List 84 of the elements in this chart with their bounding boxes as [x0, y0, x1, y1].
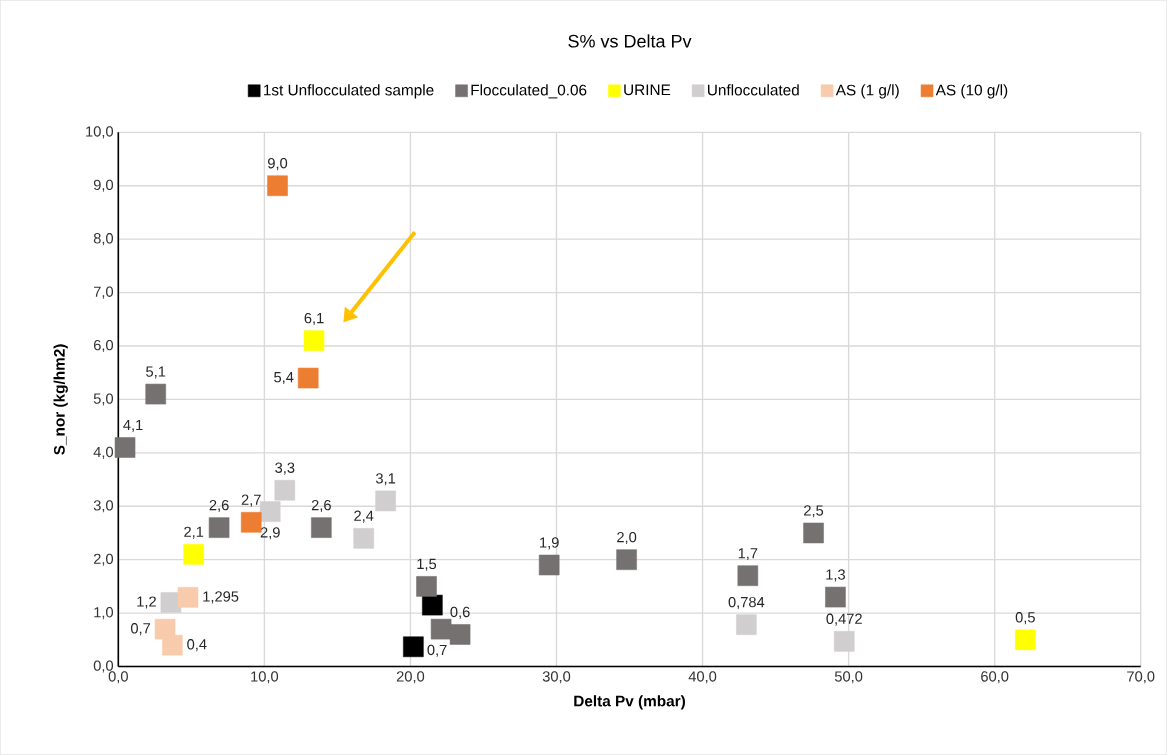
y-tick-label: 6,0: [93, 340, 114, 353]
data-label: 1,3: [826, 569, 846, 582]
y-axis-title: S_nor (kg/hm2): [53, 344, 68, 455]
y-tick-label: 10,0: [86, 126, 114, 139]
x-tick-label: 40,0: [688, 671, 717, 684]
point: [449, 624, 471, 645]
legend-label: 1st Unflocculated sample: [264, 84, 434, 99]
point: [833, 631, 855, 652]
y-tick-label: 7,0: [93, 286, 114, 299]
x-tick-label: 10,0: [251, 671, 279, 684]
x-tick-label: 50,0: [834, 671, 863, 684]
point: [297, 367, 319, 389]
x-axis-title: Delta Pv (mbar): [574, 695, 685, 710]
data-label: 9,0: [268, 158, 288, 171]
data-label: 2,6: [311, 500, 331, 513]
point: [736, 614, 757, 635]
y-tick-label: 8,0: [93, 233, 114, 246]
point: [422, 594, 443, 616]
data-label: 0,7: [427, 644, 447, 657]
data-label: 2,5: [804, 505, 824, 518]
point: [114, 437, 136, 458]
data-label: 2,4: [354, 510, 374, 523]
point: [616, 549, 637, 571]
point: [403, 636, 424, 658]
x-tick-label: 30,0: [542, 671, 571, 684]
legend-label: Flocculated_0.06: [471, 84, 587, 99]
point: [145, 383, 166, 405]
data-label: 2,7: [241, 494, 261, 507]
data-label: 3,1: [375, 473, 396, 486]
point: [311, 517, 332, 538]
data-label: 0,6: [450, 606, 470, 619]
x-tick-label: 20,0: [396, 671, 425, 684]
data-label: 5,1: [146, 366, 166, 379]
point: [162, 634, 183, 656]
data-label: 0,472: [826, 613, 862, 626]
y-tick-label: 1,0: [94, 607, 114, 620]
point: [375, 490, 396, 512]
data-label: 2,9: [260, 527, 280, 540]
data-label: 0,7: [130, 623, 151, 636]
point: [1015, 629, 1036, 651]
x-tick-label: 60,0: [981, 671, 1009, 684]
x-tick-label: 70,0: [1127, 671, 1155, 684]
data-label: 2,0: [617, 532, 637, 545]
data-label: 1,295: [203, 591, 239, 604]
data-label: 5,4: [274, 372, 294, 385]
y-tick-label: 3,0: [93, 500, 114, 513]
point: [274, 480, 296, 501]
data-label: 0,784: [728, 597, 765, 610]
point: [267, 175, 288, 197]
y-tick-label: 0,0: [93, 660, 114, 673]
point: [177, 587, 199, 608]
point: [353, 528, 374, 549]
point: [416, 576, 437, 597]
data-label: 2,1: [184, 526, 204, 539]
data-label: 1,9: [540, 537, 559, 550]
point: [430, 618, 452, 640]
data-label: 6,1: [304, 313, 324, 326]
y-tick-label: 4,0: [93, 446, 114, 459]
data-label: 0,5: [1015, 612, 1035, 625]
y-tick-label: 9,0: [93, 179, 114, 192]
data-label: 1,2: [137, 596, 156, 609]
x-tick-label: 0,0: [108, 671, 128, 684]
legend-label: Unflocculated: [708, 84, 799, 96]
legend-label: AS (1 g/l): [835, 84, 899, 99]
legend-label: URINE: [624, 84, 671, 96]
point: [240, 512, 262, 533]
data-label: 0,4: [187, 639, 207, 652]
point: [737, 565, 759, 587]
point: [183, 544, 204, 565]
data-label: 2,6: [209, 500, 229, 513]
data-label: 3,3: [275, 462, 295, 475]
data-label: 1,5: [417, 558, 437, 571]
point: [538, 554, 560, 576]
legend-label: AS (10 g/l): [935, 84, 1008, 99]
point: [208, 517, 230, 538]
point: [825, 586, 846, 608]
data-label: 4,1: [123, 420, 143, 432]
y-tick-label: 2,0: [93, 553, 114, 566]
chart-title: S% vs Delta Pv: [568, 34, 692, 48]
point: [803, 522, 824, 544]
y-tick-label: 5,0: [93, 393, 114, 406]
data-label: 1,7: [738, 548, 758, 561]
point: [259, 501, 281, 522]
point: [303, 330, 325, 352]
